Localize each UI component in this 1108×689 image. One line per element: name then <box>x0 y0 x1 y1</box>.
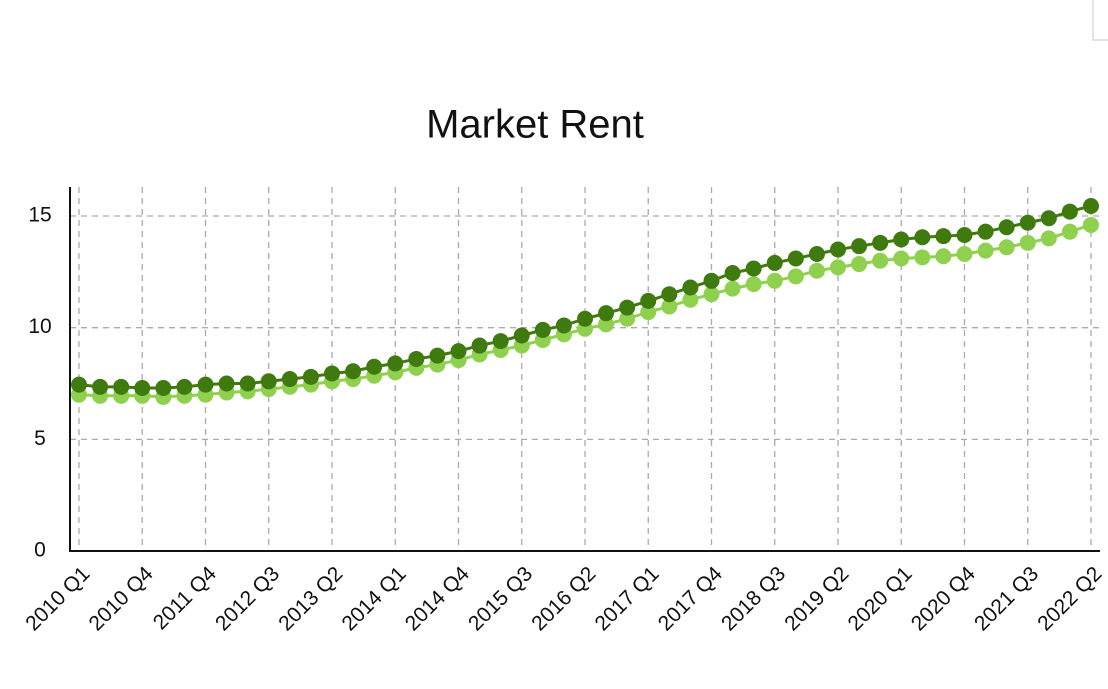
x-tick-label: 2017 Q1 <box>590 562 663 635</box>
data-point <box>893 231 910 248</box>
data-point <box>682 279 699 296</box>
y-tick-label: 15 <box>28 204 51 227</box>
x-tick-label: 2020 Q4 <box>907 562 980 635</box>
data-point <box>1040 230 1057 247</box>
data-point <box>1061 203 1078 220</box>
data-point <box>176 378 193 395</box>
data-point <box>872 252 889 269</box>
data-point <box>766 272 783 289</box>
data-point <box>893 250 910 267</box>
data-point <box>534 321 551 338</box>
data-point <box>555 317 572 334</box>
x-tick-label: 2010 Q4 <box>84 562 157 635</box>
y-tick-label: 0 <box>34 539 46 562</box>
data-point <box>914 229 931 246</box>
data-point <box>302 368 319 385</box>
data-point <box>914 249 931 266</box>
x-tick-label: 2019 Q2 <box>780 562 853 635</box>
data-point <box>324 365 340 382</box>
data-point <box>724 264 741 281</box>
panel-edge <box>1092 0 1108 41</box>
y-tick-label: 5 <box>34 427 46 450</box>
data-point <box>808 245 825 262</box>
data-point <box>366 358 383 375</box>
x-tick-label: 2016 Q2 <box>527 562 600 635</box>
data-point <box>745 276 762 293</box>
data-point <box>998 239 1015 256</box>
data-point <box>134 379 151 396</box>
data-point <box>281 371 298 388</box>
data-point <box>577 310 593 327</box>
data-point <box>1083 197 1099 214</box>
data-point <box>724 280 741 297</box>
data-point <box>387 355 404 372</box>
data-point <box>598 316 615 333</box>
data-point <box>471 337 488 354</box>
data-point <box>218 375 235 392</box>
data-point <box>830 259 846 276</box>
data-point <box>345 363 362 380</box>
data-point <box>661 286 678 303</box>
data-point <box>977 242 994 259</box>
data-point <box>239 375 256 392</box>
x-tick-label: 2018 Q3 <box>717 562 790 635</box>
data-point <box>155 379 172 396</box>
data-point <box>830 241 846 258</box>
data-point <box>1019 214 1036 231</box>
data-point <box>998 219 1015 236</box>
chart-title: Market Rent <box>426 103 644 147</box>
y-tick-label: 10 <box>28 315 51 338</box>
data-point <box>851 256 868 273</box>
data-point <box>682 291 699 308</box>
data-point <box>492 333 509 350</box>
data-point <box>71 376 87 393</box>
data-point <box>640 292 657 309</box>
data-point <box>113 378 130 395</box>
data-point <box>703 272 720 289</box>
x-tick-label: 2013 Q2 <box>274 562 347 635</box>
x-tick-label: 2021 Q3 <box>970 562 1043 635</box>
data-point <box>450 343 467 360</box>
data-point <box>956 245 973 262</box>
x-tick-label: 2012 Q3 <box>211 562 284 635</box>
data-point <box>429 347 446 364</box>
data-point <box>619 299 636 316</box>
x-tick-label: 2017 Q4 <box>654 562 727 635</box>
data-point <box>745 260 762 277</box>
data-point <box>513 327 530 344</box>
x-tick-label: 2014 Q4 <box>401 562 474 635</box>
data-point <box>1019 234 1036 251</box>
data-point <box>808 262 825 279</box>
x-tick-label: 2011 Q4 <box>149 562 221 634</box>
data-point <box>197 376 214 393</box>
data-point <box>1040 210 1057 227</box>
data-point <box>408 350 425 367</box>
x-tick-label: 2020 Q1 <box>843 562 916 635</box>
data-point <box>766 254 783 271</box>
data-point <box>1083 216 1099 233</box>
x-tick-label: 2022 Q2 <box>1033 562 1106 635</box>
data-point <box>619 310 636 327</box>
data-point <box>935 228 952 245</box>
data-point <box>661 298 678 315</box>
data-point <box>1061 223 1078 240</box>
data-point <box>851 238 868 255</box>
data-point <box>956 227 973 244</box>
data-point <box>872 234 889 251</box>
data-point <box>787 250 804 267</box>
data-point <box>787 268 804 285</box>
data-point <box>640 304 657 321</box>
data-point <box>935 248 952 265</box>
x-tick-label: 2014 Q1 <box>337 562 410 635</box>
x-tick-label: 2015 Q3 <box>464 562 537 635</box>
x-tick-label: 2010 Q1 <box>21 562 94 635</box>
data-point <box>260 373 277 390</box>
data-point <box>977 223 994 240</box>
data-point <box>598 305 615 322</box>
data-point <box>703 286 720 303</box>
data-point <box>92 378 109 395</box>
